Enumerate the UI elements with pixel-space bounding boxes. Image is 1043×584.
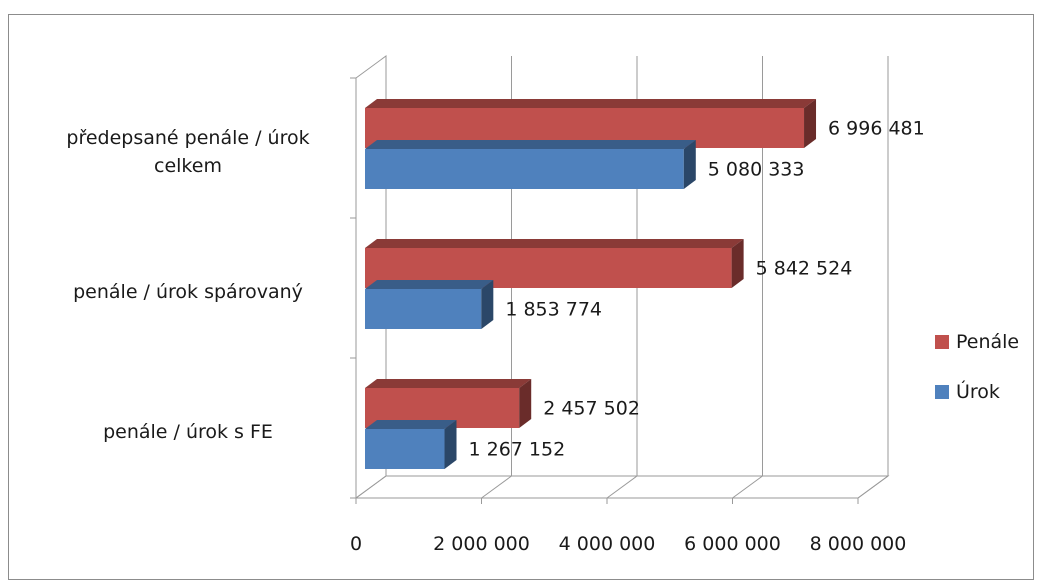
x-tick-label: 2 000 000 — [433, 533, 530, 555]
bar-top-face — [365, 140, 696, 149]
bar-top-face — [365, 280, 494, 289]
data-label: 5 080 333 — [708, 159, 805, 181]
data-label: 5 842 524 — [756, 258, 853, 280]
data-label: 2 457 502 — [543, 398, 640, 420]
gridline-floor — [481, 475, 512, 499]
bar-side-face — [804, 99, 817, 148]
bar-side-face — [683, 140, 696, 189]
x-tick-label: 4 000 000 — [559, 533, 656, 555]
legend-label: Penále — [956, 331, 1019, 353]
bar-side-face — [731, 239, 744, 288]
x-tick-label: 6 000 000 — [684, 533, 781, 555]
x-tick-label: 8 000 000 — [810, 533, 907, 555]
x-tick-label: 0 — [350, 533, 362, 555]
bar-side-face — [519, 379, 532, 428]
legend-swatch — [935, 335, 949, 349]
bar-side-face — [444, 420, 457, 469]
gridline-floor — [857, 475, 889, 499]
legend-label: Úrok — [956, 379, 1000, 403]
data-label: 1 853 774 — [505, 299, 602, 321]
bar-úrok — [365, 149, 684, 189]
data-label: 6 996 481 — [828, 118, 925, 140]
gridline-floor — [606, 475, 638, 499]
bar-úrok — [365, 289, 482, 329]
gridline-floor — [732, 475, 763, 499]
category-label: celkem — [154, 155, 222, 177]
bar-top-face — [365, 379, 532, 388]
category-label: penále / úrok spárovaný — [73, 281, 303, 303]
legend-swatch — [935, 385, 949, 399]
bar-side-face — [481, 280, 494, 329]
data-label: 1 267 152 — [469, 439, 566, 461]
bar-top-face — [365, 239, 744, 248]
bar-úrok — [365, 429, 445, 469]
category-label: penále / úrok s FE — [103, 421, 273, 443]
category-label: předepsané penále / úrok — [66, 127, 309, 149]
bar-top-face — [365, 99, 817, 108]
bar-top-face — [365, 420, 457, 429]
